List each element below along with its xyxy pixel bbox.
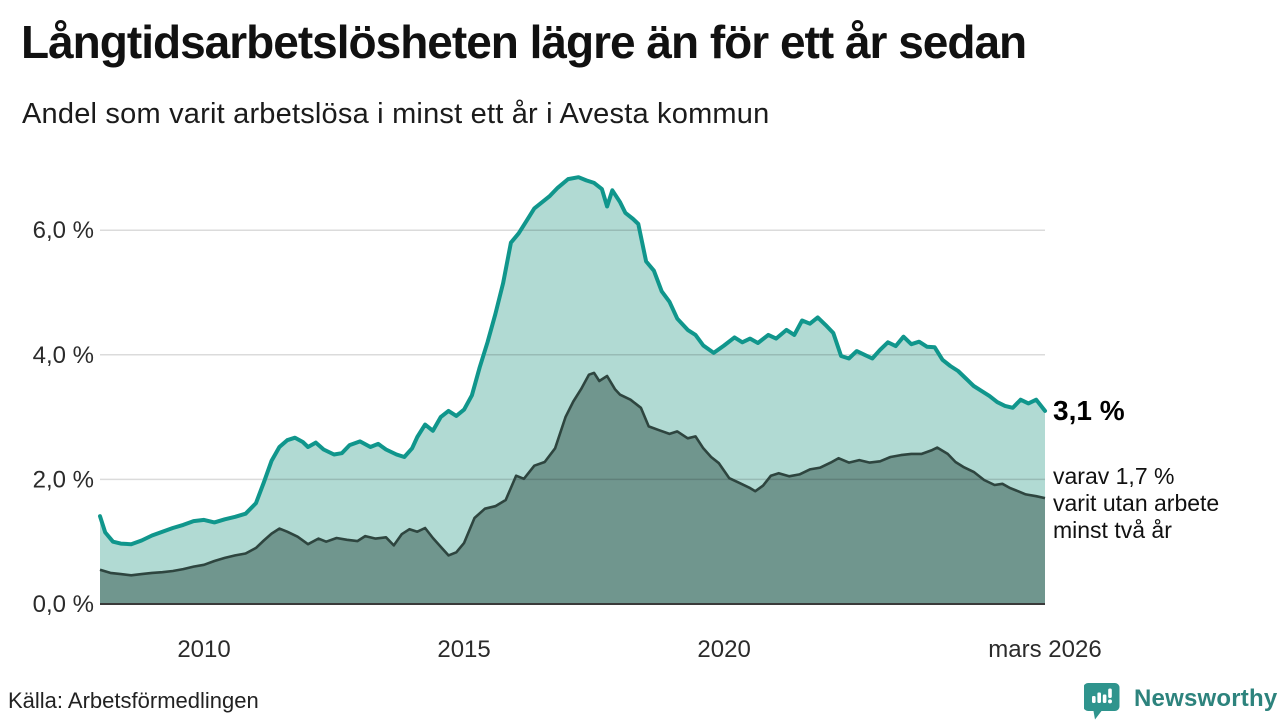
newsworthy-brand: Newsworthy — [1084, 682, 1277, 720]
x-tick-label: mars 2026 — [988, 636, 1101, 663]
newsworthy-logo-icon — [1084, 683, 1120, 720]
secondary-series-note: varav 1,7 % varit utan arbete minst två … — [1053, 463, 1278, 544]
source-label: Källa: Arbetsförmedlingen — [8, 688, 259, 713]
y-tick-label: 6,0 % — [33, 217, 94, 244]
y-tick-label: 0,0 % — [33, 591, 94, 618]
chart-area-fills — [100, 177, 1045, 604]
series-line-two-years — [99, 371, 1046, 577]
logo-bubble — [1084, 683, 1120, 720]
chart-subtitle: Andel som varit arbetslösa i minst ett å… — [22, 98, 770, 130]
x-tick-label: 2020 — [697, 636, 750, 663]
newsworthy-wordmark: Newsworthy — [1134, 685, 1278, 712]
y-tick-label: 4,0 % — [33, 342, 94, 369]
chart-gridlines — [100, 229, 1045, 481]
note-line: minst två år — [1053, 517, 1172, 543]
area-fill-two-years — [100, 372, 1045, 604]
logo-bars — [1092, 688, 1112, 704]
note-line: varav 1,7 % — [1053, 463, 1175, 489]
chart-series-lines — [98, 175, 1047, 577]
chart-axis-labels: 0,0 % 2,0 % 4,0 % 6,0 % 2010 2015 2020 mars 202… — [33, 217, 1102, 663]
y-tick-label: 2,0 % — [33, 466, 94, 493]
x-tick-label: 2015 — [437, 636, 490, 663]
series-line-one-year — [98, 175, 1047, 547]
latest-value-label: 3,1 % — [1053, 395, 1125, 426]
x-tick-label: 2010 — [177, 636, 230, 663]
note-line: varit utan arbete — [1053, 490, 1220, 516]
page-title: Långtidsarbetslösheten lägre än för ett … — [21, 16, 1027, 68]
